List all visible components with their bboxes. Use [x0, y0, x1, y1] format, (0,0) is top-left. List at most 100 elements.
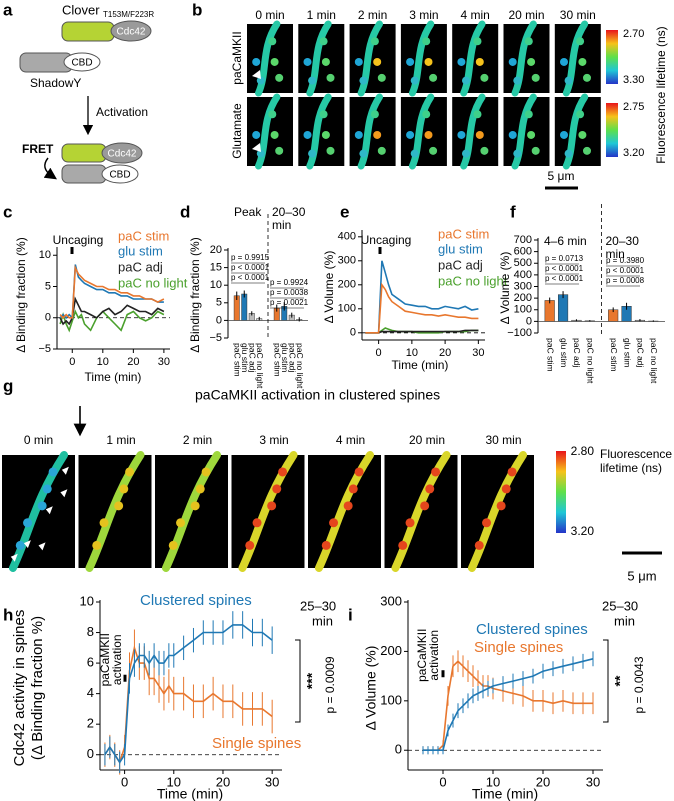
spine [410, 76, 419, 85]
spine [321, 57, 330, 66]
group-label: 20–30 [272, 205, 306, 219]
colorbar-title: Fluorescence [600, 447, 672, 461]
annotation: activation [427, 630, 441, 681]
series-line [59, 309, 165, 333]
spine [319, 37, 328, 46]
spine [507, 467, 517, 477]
p-value: p < 0.0001 [545, 274, 584, 283]
series-label: Clustered spines [476, 621, 588, 638]
y-tick-label: 500 [514, 257, 532, 269]
y-tick-label: 300 [380, 593, 402, 608]
x-tick-label: 30 [472, 347, 484, 359]
spine [125, 467, 135, 477]
x-tick-label: 20 [216, 774, 230, 789]
protein-subscript: T153M/F223R [103, 10, 154, 19]
spine [480, 73, 489, 82]
y-tick-label: 10 [39, 249, 51, 261]
arrowhead [252, 143, 261, 152]
annotation: activation [110, 634, 124, 685]
y-axis-label: (Δ Binding fraction %) [29, 616, 46, 760]
fret-label: FRET [22, 142, 54, 156]
spine [576, 37, 585, 46]
series-label: Single spines [212, 735, 301, 752]
spine [425, 484, 435, 494]
dendrite [511, 93, 537, 170]
colorbar-title: lifetime (ns) [600, 461, 662, 475]
spine [275, 146, 284, 155]
panel-title: paCaMKII activation in clustered spines [195, 387, 440, 403]
spine [354, 130, 363, 139]
stimulus-mark [70, 247, 74, 254]
spine [92, 540, 102, 550]
arrowhead [61, 466, 69, 475]
x-tick-label: 0 [121, 774, 128, 789]
colorbar-title: Fluorescence lifetime (ns) [654, 26, 668, 163]
x-tick-label: paC no light [649, 338, 659, 384]
colorbar-label: 2.75 [623, 101, 644, 113]
spine [424, 130, 433, 139]
x-axis-label: Time (min) [472, 786, 538, 801]
shadowy-box [61, 164, 107, 184]
spine [406, 57, 415, 66]
y-axis-label: Δ Binding fraction (%) [188, 237, 202, 352]
spine [252, 57, 261, 66]
spine [508, 57, 517, 66]
spine [252, 130, 261, 139]
p-value: p = 0.0021 [270, 298, 309, 307]
p-value: p = 0.0008 [606, 276, 645, 285]
clover-box [61, 21, 115, 42]
spine [583, 146, 591, 155]
protein-label: Clover [62, 2, 100, 17]
y-tick-label: 10 [210, 279, 222, 291]
cdc42-shape [101, 142, 143, 164]
dendrite [408, 20, 435, 97]
spine [429, 73, 438, 82]
y-axis-label: Δ Binding fraction (%) [14, 237, 28, 352]
colorbar-label: 3.20 [623, 147, 644, 159]
y-tick-label: 0 [45, 312, 51, 324]
spine [560, 130, 568, 139]
cbd-shape [63, 52, 101, 72]
y-tick-label: 0 [216, 314, 222, 326]
spine [303, 57, 312, 66]
spine [524, 110, 533, 119]
x-tick-label: 20 [536, 774, 550, 789]
y-tick-label: 100 [380, 692, 402, 707]
dendrite [306, 20, 332, 97]
spine [429, 146, 438, 155]
time-label: 1 min [106, 433, 135, 447]
annotation: 25–30 [602, 598, 638, 613]
spine [501, 484, 511, 494]
spine [114, 501, 124, 511]
x-tick-label: paC no light [295, 343, 305, 389]
y-axis-label: Δ Volume (%) [363, 646, 379, 731]
y-tick-label: 0 [87, 746, 94, 761]
spine [462, 149, 470, 158]
x-tick-label: 10 [167, 774, 181, 789]
spine [531, 146, 540, 155]
spine [398, 540, 408, 550]
p-value: p = 0.0038 [270, 288, 309, 297]
y-tick-label: −100 [507, 327, 532, 339]
x-tick-label: paC stim [233, 343, 243, 377]
x-tick-label: 30 [265, 774, 279, 789]
time-label: 4 min [336, 433, 365, 447]
spine [168, 540, 178, 550]
spine [321, 540, 331, 550]
spine [256, 149, 265, 158]
colorbar-label: 2.70 [623, 28, 644, 40]
annotation: 25–30 [300, 598, 336, 613]
stimulus-mark [441, 670, 445, 678]
p-value: p = 0.9924 [270, 278, 309, 287]
colorbar [606, 103, 618, 157]
x-tick-label: 0 [439, 774, 446, 789]
annotation: paCaMKII [98, 633, 112, 686]
legend-label: glu stim [438, 241, 483, 256]
x-tick-label: paC no light [255, 343, 265, 389]
spine [321, 130, 330, 139]
arrowhead [60, 489, 68, 498]
x-tick-label: 0 [69, 356, 75, 368]
x-axis-label: Time (min) [157, 786, 223, 801]
y-tick-label: 300 [338, 255, 356, 267]
